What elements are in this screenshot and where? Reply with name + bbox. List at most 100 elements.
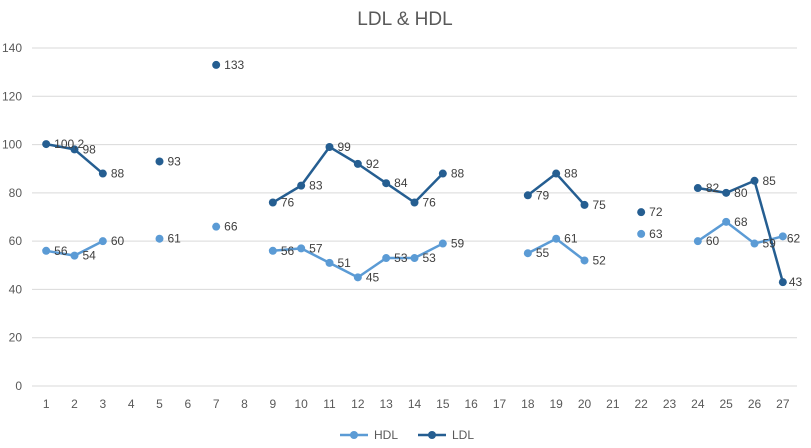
ldl-point-24: [693, 184, 702, 193]
hdl-point-24: [693, 237, 702, 246]
ldl-legend-marker: [428, 431, 436, 439]
hdl-legend-marker: [350, 431, 358, 439]
hdl-data-label-20: 52: [593, 253, 607, 267]
hdl-point-14: [410, 254, 419, 263]
ldl-point-25: [722, 188, 731, 197]
hdl-point-25: [722, 217, 731, 226]
x-tick-label-2: 2: [71, 397, 78, 411]
hdl-point-15: [438, 239, 447, 248]
ldl-data-label-26: 85: [763, 174, 777, 188]
hdl-point-7: [212, 222, 221, 231]
x-tick-label-20: 20: [578, 397, 592, 411]
y-tick-label-40: 40: [9, 282, 23, 296]
x-tick-label-14: 14: [408, 397, 422, 411]
ldl-data-label-22: 72: [649, 205, 663, 219]
ldl-point-1: [42, 140, 51, 149]
ldl-point-26: [750, 176, 759, 185]
x-tick-label-24: 24: [691, 397, 705, 411]
x-tick-label-21: 21: [606, 397, 620, 411]
ldl-data-label-27: 43: [789, 275, 803, 289]
hdl-line-segment-3: [697, 220, 784, 245]
ldl-line-segment-1: [272, 145, 444, 204]
ldl-point-27: [778, 278, 787, 287]
ldl-point-18: [523, 191, 532, 200]
x-tick-label-16: 16: [464, 397, 478, 411]
x-tick-label-26: 26: [748, 397, 762, 411]
x-tick-label-25: 25: [719, 397, 733, 411]
y-tick-label-140: 140: [2, 41, 22, 55]
ldl-point-3: [98, 169, 107, 178]
hdl-data-label-5: 61: [168, 232, 182, 246]
ldl-point-20: [580, 200, 589, 209]
x-tick-label-19: 19: [549, 397, 563, 411]
hdl-data-label-10: 57: [309, 241, 323, 255]
ldl-data-label-10: 83: [309, 179, 323, 193]
hdl-data-label-24: 60: [706, 234, 720, 248]
hdl-point-11: [325, 258, 334, 267]
x-tick-label-11: 11: [323, 397, 336, 411]
y-tick-label-20: 20: [9, 331, 23, 345]
y-tick-label-80: 80: [9, 186, 23, 200]
x-tick-label-17: 17: [493, 397, 507, 411]
ldl-data-label-2: 98: [83, 142, 97, 156]
ldl-data-label-20: 75: [593, 198, 607, 212]
hdl-data-label-11: 51: [338, 256, 352, 270]
x-tick-label-6: 6: [184, 397, 191, 411]
x-tick-label-1: 1: [43, 397, 50, 411]
hdl-data-label-9: 56: [281, 244, 295, 258]
hdl-point-9: [268, 246, 277, 255]
ldl-legend-label: LDL: [452, 428, 474, 442]
ldl-data-label-24: 82: [706, 181, 720, 195]
hdl-point-12: [353, 273, 362, 282]
ldl-data-label-11: 99: [338, 140, 352, 154]
legend: HDL LDL: [340, 428, 474, 442]
hdl-data-label-19: 61: [564, 232, 578, 246]
grid-layer: [32, 47, 797, 387]
chart-title: LDL & HDL: [357, 9, 452, 30]
ldl-point-5: [155, 157, 164, 166]
series-layer: [42, 60, 787, 287]
hdl-point-22: [637, 229, 646, 238]
ldl-data-label-13: 84: [394, 176, 408, 190]
x-tick-label-5: 5: [156, 397, 163, 411]
ldl-data-label-1: 100,2: [54, 137, 84, 151]
ldl-data-label-9: 76: [281, 196, 295, 210]
ldl-point-14: [410, 198, 419, 207]
hdl-point-18: [523, 249, 532, 258]
x-tick-label-23: 23: [663, 397, 677, 411]
hdl-data-label-13: 53: [394, 251, 408, 265]
x-tick-label-7: 7: [213, 397, 220, 411]
ldl-point-22: [637, 208, 646, 217]
ldl-data-label-25: 80: [734, 186, 748, 200]
hdl-data-label-14: 53: [423, 251, 437, 265]
y-tick-label-120: 120: [2, 89, 22, 103]
data-label-layer: 56 54 60 61 66 56 57 51 45 53 53 59 55 61 52 63 60 68 59 62…: [54, 58, 802, 289]
ldl-point-13: [382, 179, 391, 188]
x-tick-label-27: 27: [776, 397, 790, 411]
ldl-data-label-12: 92: [366, 157, 380, 171]
ldl-point-19: [552, 169, 561, 178]
x-tick-label-13: 13: [379, 397, 393, 411]
ldl-point-2: [70, 145, 79, 154]
hdl-point-26: [750, 239, 759, 248]
hdl-data-label-22: 63: [649, 227, 663, 241]
ldl-point-11: [325, 142, 334, 151]
hdl-data-label-12: 45: [366, 270, 380, 284]
ldl-point-15: [438, 169, 447, 178]
hdl-point-10: [297, 244, 306, 253]
hdl-point-2: [70, 251, 79, 260]
hdl-point-3: [98, 237, 107, 246]
hdl-data-label-3: 60: [111, 234, 125, 248]
hdl-data-label-15: 59: [451, 237, 465, 251]
hdl-point-5: [155, 234, 164, 243]
hdl-point-19: [552, 234, 561, 243]
ldl-data-label-14: 76: [423, 196, 437, 210]
x-tick-label-22: 22: [634, 397, 648, 411]
hdl-data-label-7: 66: [224, 220, 238, 234]
hdl-point-1: [42, 246, 51, 255]
ldl-point-12: [353, 159, 362, 168]
hdl-legend-label: HDL: [374, 428, 398, 442]
y-tick-label-60: 60: [9, 234, 23, 248]
